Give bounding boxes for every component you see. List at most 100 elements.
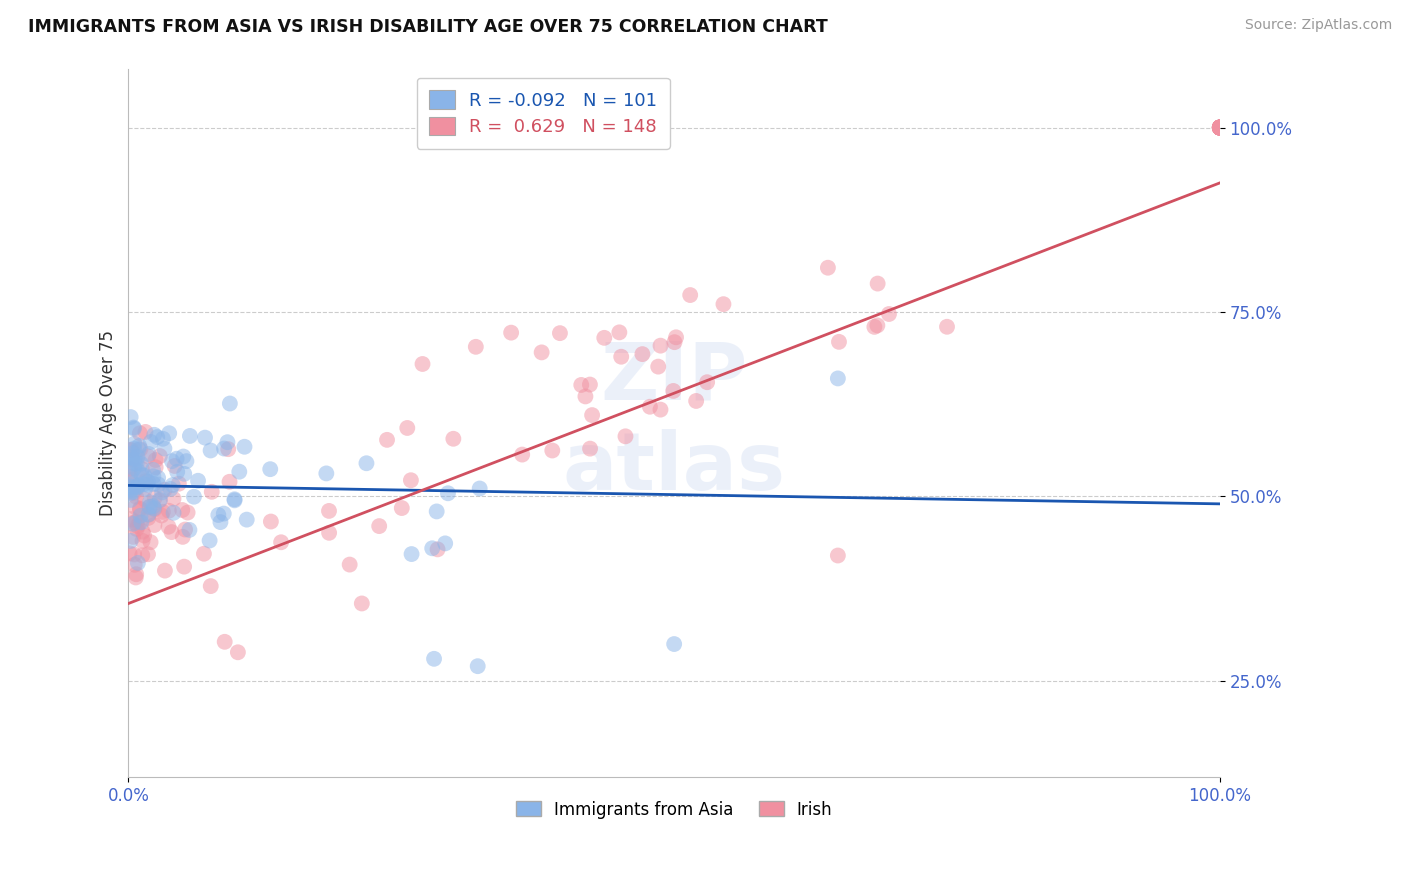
Point bbox=[139, 535, 162, 549]
Point bbox=[468, 482, 491, 496]
Point bbox=[143, 518, 166, 533]
Point bbox=[172, 450, 194, 464]
Point bbox=[1209, 120, 1232, 135]
Point bbox=[124, 558, 146, 572]
Point bbox=[270, 535, 292, 549]
Point bbox=[228, 465, 250, 479]
Point bbox=[143, 502, 166, 516]
Point bbox=[122, 486, 145, 500]
Point bbox=[160, 454, 183, 468]
Point bbox=[118, 546, 141, 560]
Point bbox=[1209, 120, 1232, 135]
Point bbox=[122, 420, 145, 434]
Point bbox=[866, 318, 889, 333]
Point bbox=[665, 330, 688, 344]
Point bbox=[548, 326, 571, 340]
Point bbox=[1209, 120, 1232, 135]
Point bbox=[129, 457, 152, 471]
Point bbox=[138, 500, 160, 514]
Point bbox=[217, 435, 239, 450]
Point bbox=[1209, 120, 1232, 135]
Point bbox=[142, 499, 165, 513]
Point bbox=[631, 347, 654, 361]
Point bbox=[145, 460, 167, 475]
Point bbox=[128, 442, 150, 457]
Point bbox=[120, 485, 142, 500]
Point bbox=[183, 490, 205, 504]
Point bbox=[131, 549, 153, 563]
Point bbox=[194, 431, 217, 445]
Point bbox=[138, 508, 160, 522]
Point bbox=[200, 579, 222, 593]
Point bbox=[121, 452, 143, 467]
Point bbox=[142, 477, 165, 491]
Point bbox=[120, 443, 142, 458]
Point bbox=[162, 478, 184, 492]
Point bbox=[120, 467, 142, 482]
Point bbox=[638, 400, 661, 414]
Point bbox=[350, 597, 373, 611]
Point bbox=[120, 461, 142, 475]
Point bbox=[129, 442, 152, 456]
Point bbox=[125, 567, 148, 582]
Point bbox=[696, 375, 718, 389]
Point bbox=[650, 402, 672, 417]
Point bbox=[1209, 120, 1232, 135]
Point bbox=[146, 430, 169, 444]
Point bbox=[1209, 120, 1232, 135]
Point bbox=[610, 350, 633, 364]
Point bbox=[828, 334, 851, 349]
Point bbox=[1209, 120, 1232, 135]
Point bbox=[368, 519, 391, 533]
Point bbox=[136, 511, 159, 525]
Point bbox=[136, 477, 159, 491]
Point bbox=[125, 456, 148, 470]
Point bbox=[817, 260, 839, 275]
Point bbox=[125, 570, 148, 584]
Point bbox=[579, 377, 602, 392]
Point bbox=[157, 519, 180, 533]
Point bbox=[129, 501, 152, 516]
Point bbox=[1209, 120, 1232, 135]
Point bbox=[426, 504, 449, 518]
Point bbox=[662, 384, 685, 398]
Point bbox=[176, 506, 198, 520]
Point bbox=[166, 465, 188, 479]
Point bbox=[142, 469, 165, 483]
Point bbox=[121, 476, 143, 491]
Point bbox=[1209, 120, 1232, 135]
Point bbox=[166, 451, 188, 466]
Point bbox=[149, 449, 172, 463]
Point bbox=[120, 492, 142, 507]
Point bbox=[134, 482, 156, 496]
Point bbox=[420, 541, 443, 556]
Point bbox=[128, 426, 150, 441]
Point bbox=[685, 394, 707, 409]
Point bbox=[1209, 120, 1232, 135]
Point bbox=[174, 523, 197, 537]
Point bbox=[172, 530, 194, 544]
Point bbox=[679, 288, 702, 302]
Point bbox=[650, 339, 672, 353]
Point bbox=[134, 492, 156, 507]
Point bbox=[664, 335, 686, 350]
Point bbox=[339, 558, 361, 572]
Point bbox=[120, 481, 142, 495]
Point bbox=[127, 478, 149, 492]
Point bbox=[150, 485, 173, 500]
Point bbox=[125, 515, 148, 529]
Point bbox=[356, 456, 378, 470]
Point bbox=[193, 547, 215, 561]
Point bbox=[224, 493, 246, 508]
Point bbox=[124, 457, 146, 471]
Point bbox=[131, 462, 153, 476]
Point bbox=[200, 443, 222, 458]
Point bbox=[129, 508, 152, 523]
Point bbox=[318, 525, 340, 540]
Point bbox=[423, 652, 446, 666]
Point bbox=[124, 500, 146, 514]
Point bbox=[187, 474, 209, 488]
Point bbox=[120, 483, 142, 498]
Point bbox=[120, 450, 142, 464]
Point bbox=[1209, 120, 1232, 135]
